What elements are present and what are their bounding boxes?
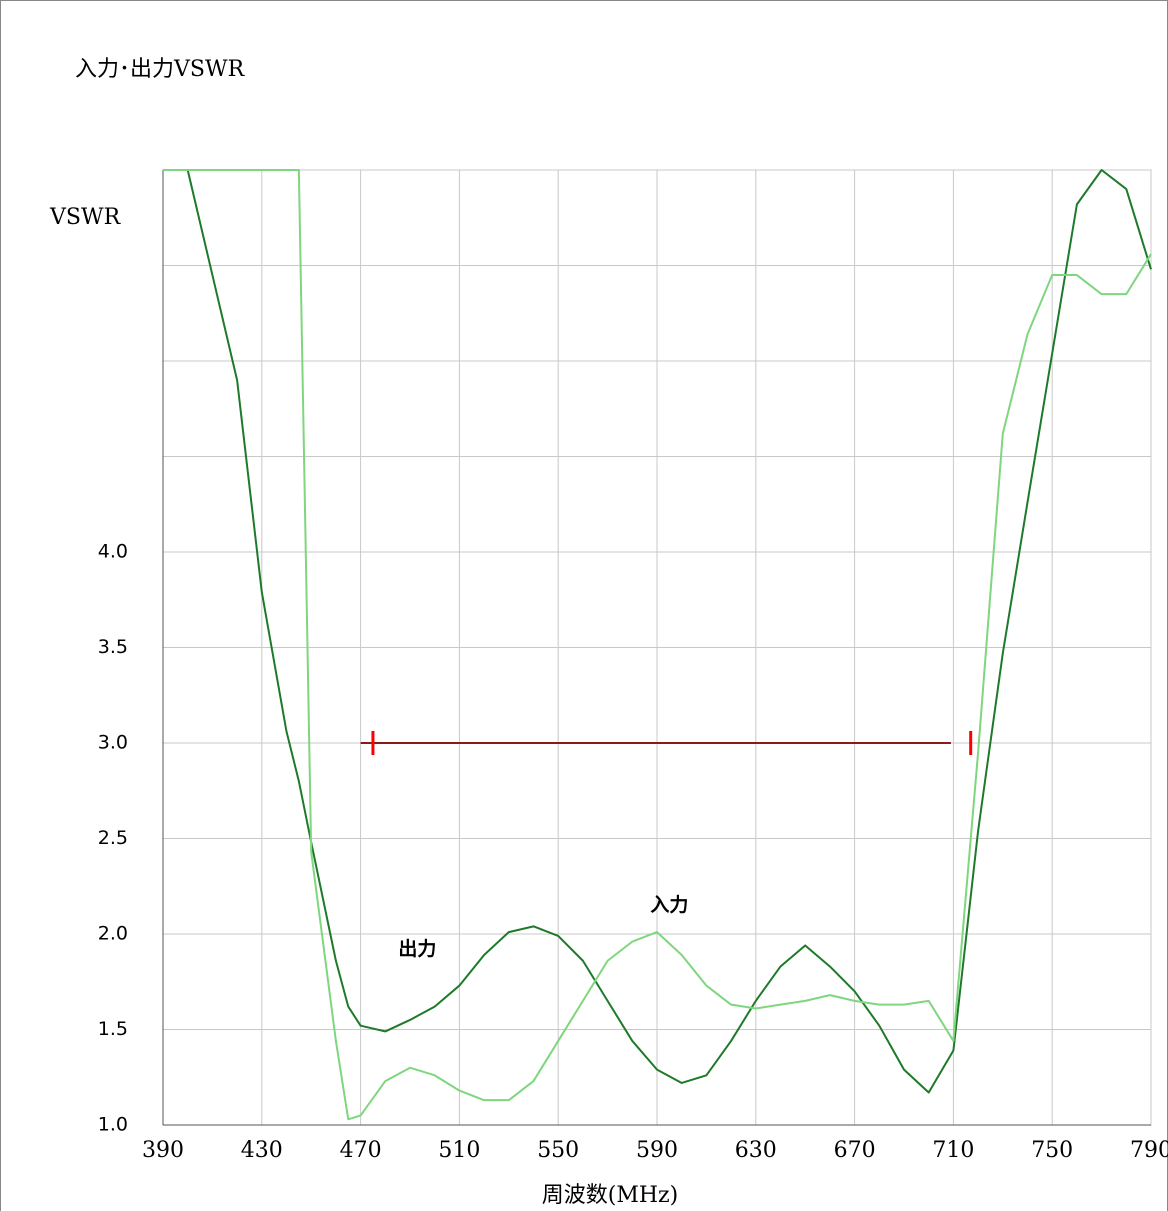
series-label: 入力 [650,893,688,916]
x-tick-label: 470 [340,1138,382,1163]
x-tick-label: 710 [932,1138,974,1163]
y-tick-label: 3.5 [98,636,128,658]
y-tick-label: 1.5 [98,1018,128,1040]
x-tick-label: 550 [537,1138,579,1163]
x-tick-label: 590 [636,1138,678,1163]
x-tick-label: 670 [834,1138,876,1163]
chart-title: 入力･出力VSWR [75,57,246,82]
x-axis-label: 周波数(MHz) [542,1183,678,1208]
series-line [163,169,1152,1121]
x-tick-label: 750 [1031,1138,1073,1163]
x-tick-label: 390 [142,1138,184,1163]
y-tick-label: 4.0 [98,541,128,563]
y-tick-label: 1.0 [98,1114,128,1136]
x-tick-label: 510 [438,1138,480,1163]
y-tick-label: 2.5 [98,827,128,849]
series-label: 出力 [398,937,436,960]
x-tick-label: 790 [1130,1138,1168,1163]
y-axis-label: VSWR [49,205,122,230]
y-tick-label: 2.0 [98,923,128,945]
x-tick-label: 430 [241,1138,283,1163]
y-tick-label: 3.0 [98,732,128,754]
x-tick-label: 630 [735,1138,777,1163]
